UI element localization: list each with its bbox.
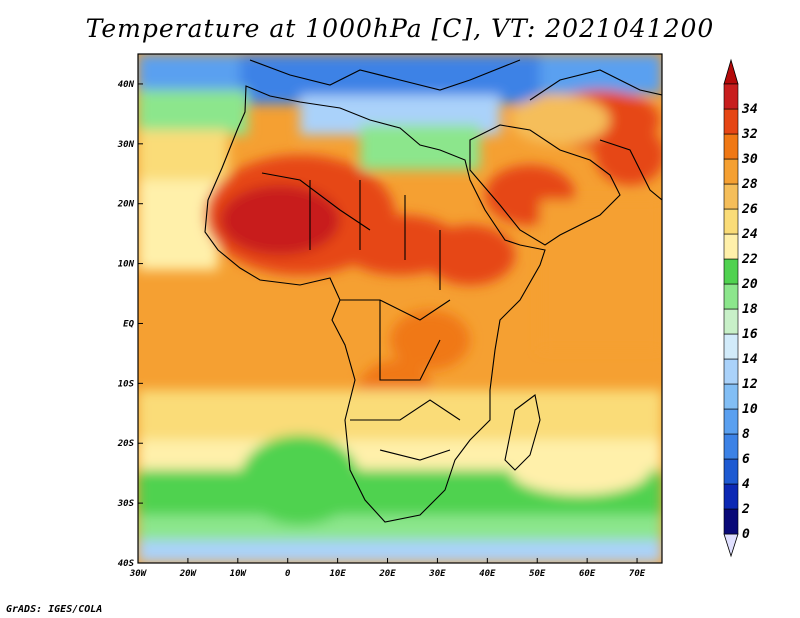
lon-tick-label: 0 — [285, 569, 291, 579]
colorbar-swatch — [723, 508, 739, 535]
lon-tick-label: 20E — [378, 569, 396, 579]
colorbar-under-arrow — [723, 533, 739, 558]
lon-tick-label: 20W — [179, 569, 198, 579]
map-frame — [137, 53, 663, 564]
lon-tick-label: 10W — [230, 569, 248, 579]
lon-tick-label: 70E — [629, 569, 646, 579]
lon-tick-label: 50E — [529, 569, 546, 579]
colorbar-swatch — [723, 233, 739, 260]
colorbar-label: 14 — [742, 352, 758, 367]
colorbar-swatch — [723, 283, 739, 310]
colorbar-label: 28 — [741, 177, 758, 192]
colorbar-swatch — [723, 308, 739, 335]
colorbar-label: 16 — [742, 327, 758, 342]
longitude-labels: 30W 20W 10W 0 10E 20E 30E 40E 50E 60E 70E — [129, 558, 646, 579]
lat-tick-label: EQ — [123, 319, 134, 329]
credit-text: GrADS: IGES/COLA — [6, 604, 103, 615]
colorbar-label: 12 — [742, 377, 758, 392]
colorbar-swatch — [723, 458, 739, 485]
lon-tick-label: 60E — [579, 569, 596, 579]
colorbar-label: 24 — [741, 227, 758, 242]
colorbar-label: 0 — [742, 527, 750, 542]
lon-tick-label: 30W — [129, 569, 148, 579]
colorbar-over-arrow — [723, 58, 739, 85]
colorbar-label: 20 — [741, 277, 758, 292]
colorbar-label: 10 — [742, 402, 758, 417]
colorbar-swatch — [723, 83, 739, 110]
colorbar-swatch — [723, 483, 739, 510]
lat-tick-label: 20S — [117, 439, 135, 449]
colorbar-label: 30 — [741, 152, 758, 167]
lat-tick-label: 40S — [118, 559, 135, 569]
lat-tick-label: 10N — [118, 260, 135, 270]
lon-tick-label: 30E — [428, 569, 446, 579]
colorbar-swatch — [723, 358, 739, 385]
colorbar-swatch — [723, 383, 739, 410]
temperature-field — [138, 54, 662, 563]
lat-tick-label: 30S — [117, 499, 135, 509]
colorbar-label: 26 — [741, 202, 758, 217]
colorbar-label: 32 — [741, 127, 758, 142]
colorbar-swatch — [723, 108, 739, 135]
colorbar-swatch — [723, 208, 739, 235]
colorbar-label: 6 — [742, 452, 750, 467]
lat-tick-label: 10S — [118, 379, 135, 389]
lon-tick-label: 40E — [479, 569, 496, 579]
latitude-labels: 40N 30N 20N 10N EQ 10S 20S 30S 40S — [117, 80, 143, 569]
lat-tick-label: 30N — [117, 140, 135, 150]
colorbar-label: 4 — [742, 477, 750, 492]
lon-tick-label: 10E — [329, 569, 346, 579]
colorbar-swatch — [723, 183, 739, 210]
colorbar-swatch — [723, 333, 739, 360]
colorbar-label: 2 — [741, 502, 750, 517]
lat-tick-label: 40N — [118, 80, 135, 90]
map-title: Temperature at 1000hPa [C], VT: 20210412… — [85, 14, 715, 43]
colorbar-swatch — [723, 258, 739, 285]
colorbar-swatch — [723, 433, 739, 460]
colorbar-swatch — [723, 133, 739, 160]
colorbar-label: 18 — [742, 302, 758, 317]
colorbar-swatch — [723, 158, 739, 185]
colorbar-label: 8 — [742, 427, 750, 442]
colorbar-label: 34 — [741, 102, 758, 117]
colorbar-swatch — [723, 408, 739, 435]
lat-tick-label: 20N — [117, 200, 135, 210]
colorbar-label: 22 — [741, 252, 758, 267]
coastlines — [204, 59, 662, 523]
